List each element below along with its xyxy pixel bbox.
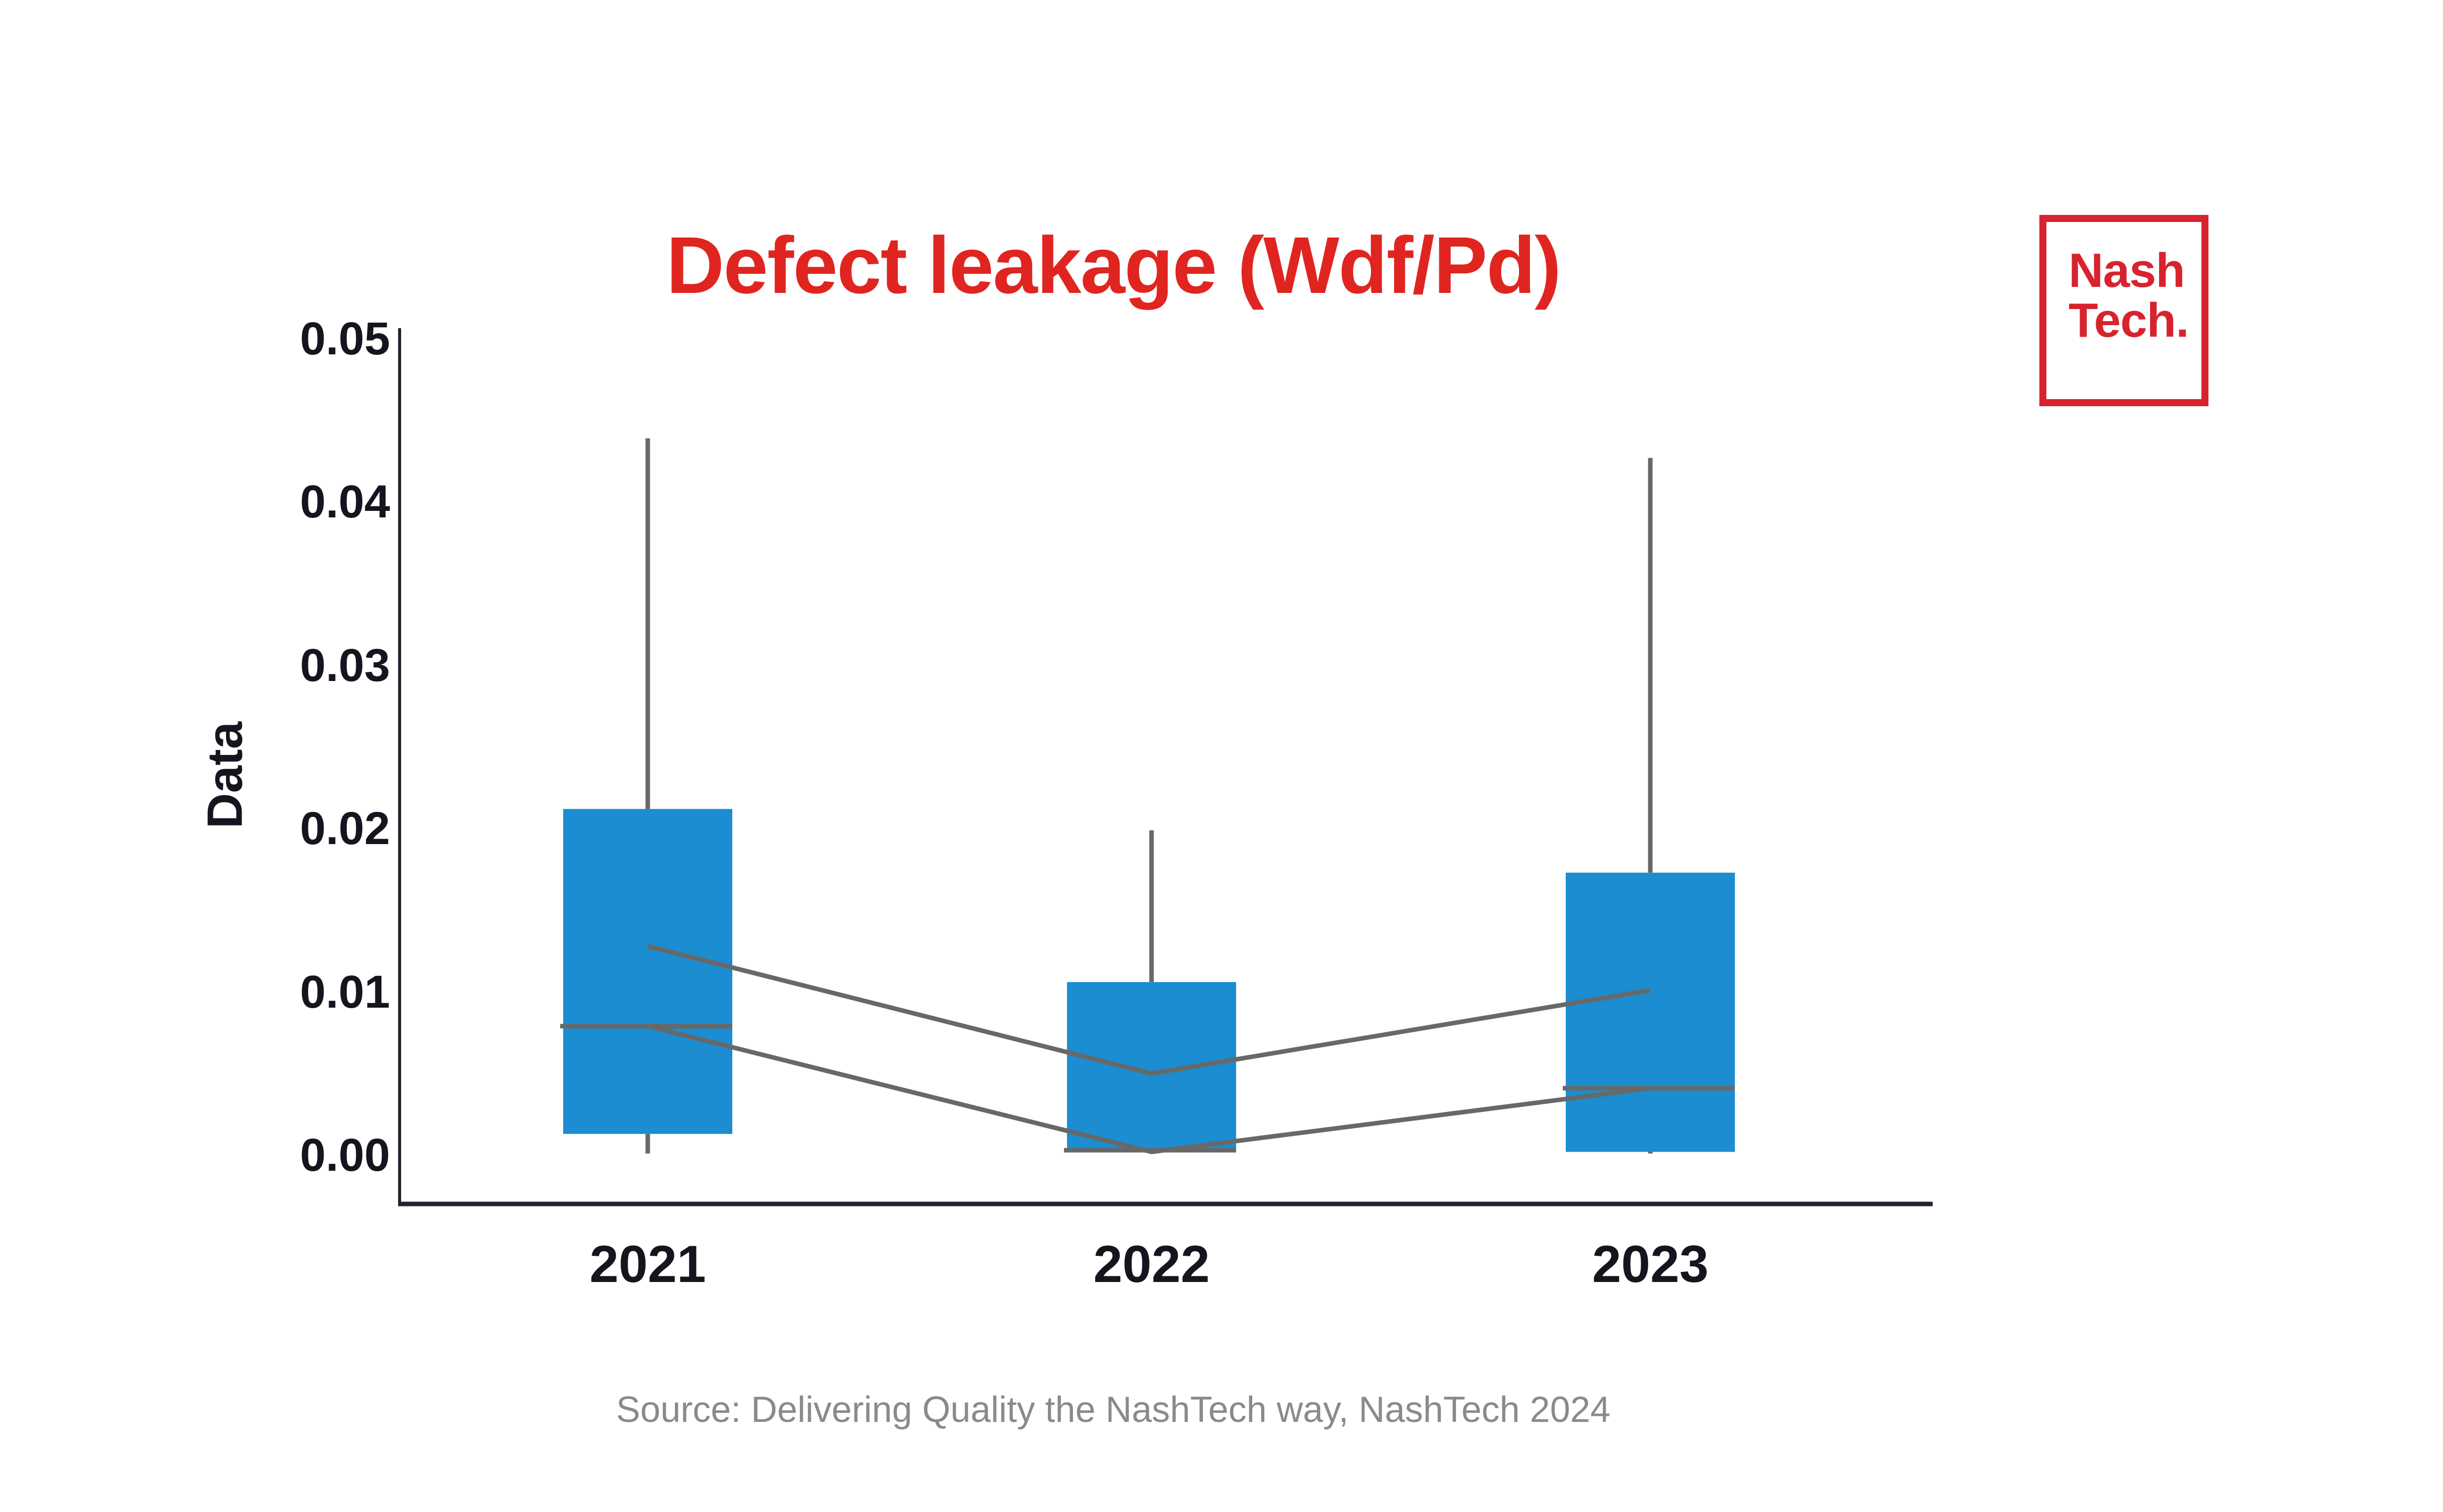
y-tick-label: 0.00 (299, 1129, 390, 1181)
source-caption: Source: Delivering Quality the NashTech … (616, 1390, 1611, 1430)
y-tick-label: 0.05 (299, 313, 390, 364)
chart-title: Defect leakage (Wdf/Pd) (666, 220, 1562, 310)
x-tick-label-2021: 2021 (589, 1235, 706, 1294)
median-line-connector (647, 1024, 1651, 1155)
y-tick-label: 0.01 (299, 966, 390, 1018)
x-tick-label-2023: 2023 (1592, 1235, 1709, 1294)
mean-line-connector (647, 944, 1651, 1076)
nashtech-logo: Nash Tech. (2039, 215, 2208, 406)
y-tick-label: 0.04 (299, 476, 390, 528)
box-2022 (1067, 982, 1236, 1152)
y-tick-label: 0.02 (299, 803, 390, 855)
box-2021 (563, 809, 732, 1134)
logo-line-2: Tech. (2069, 293, 2189, 347)
x-tick-label-2022: 2022 (1093, 1235, 1210, 1294)
y-tick-label: 0.03 (299, 639, 390, 691)
box-2023 (1566, 872, 1735, 1152)
nashtech-logo-text: Nash Tech. (2069, 246, 2189, 346)
logo-line-1: Nash (2069, 244, 2185, 297)
